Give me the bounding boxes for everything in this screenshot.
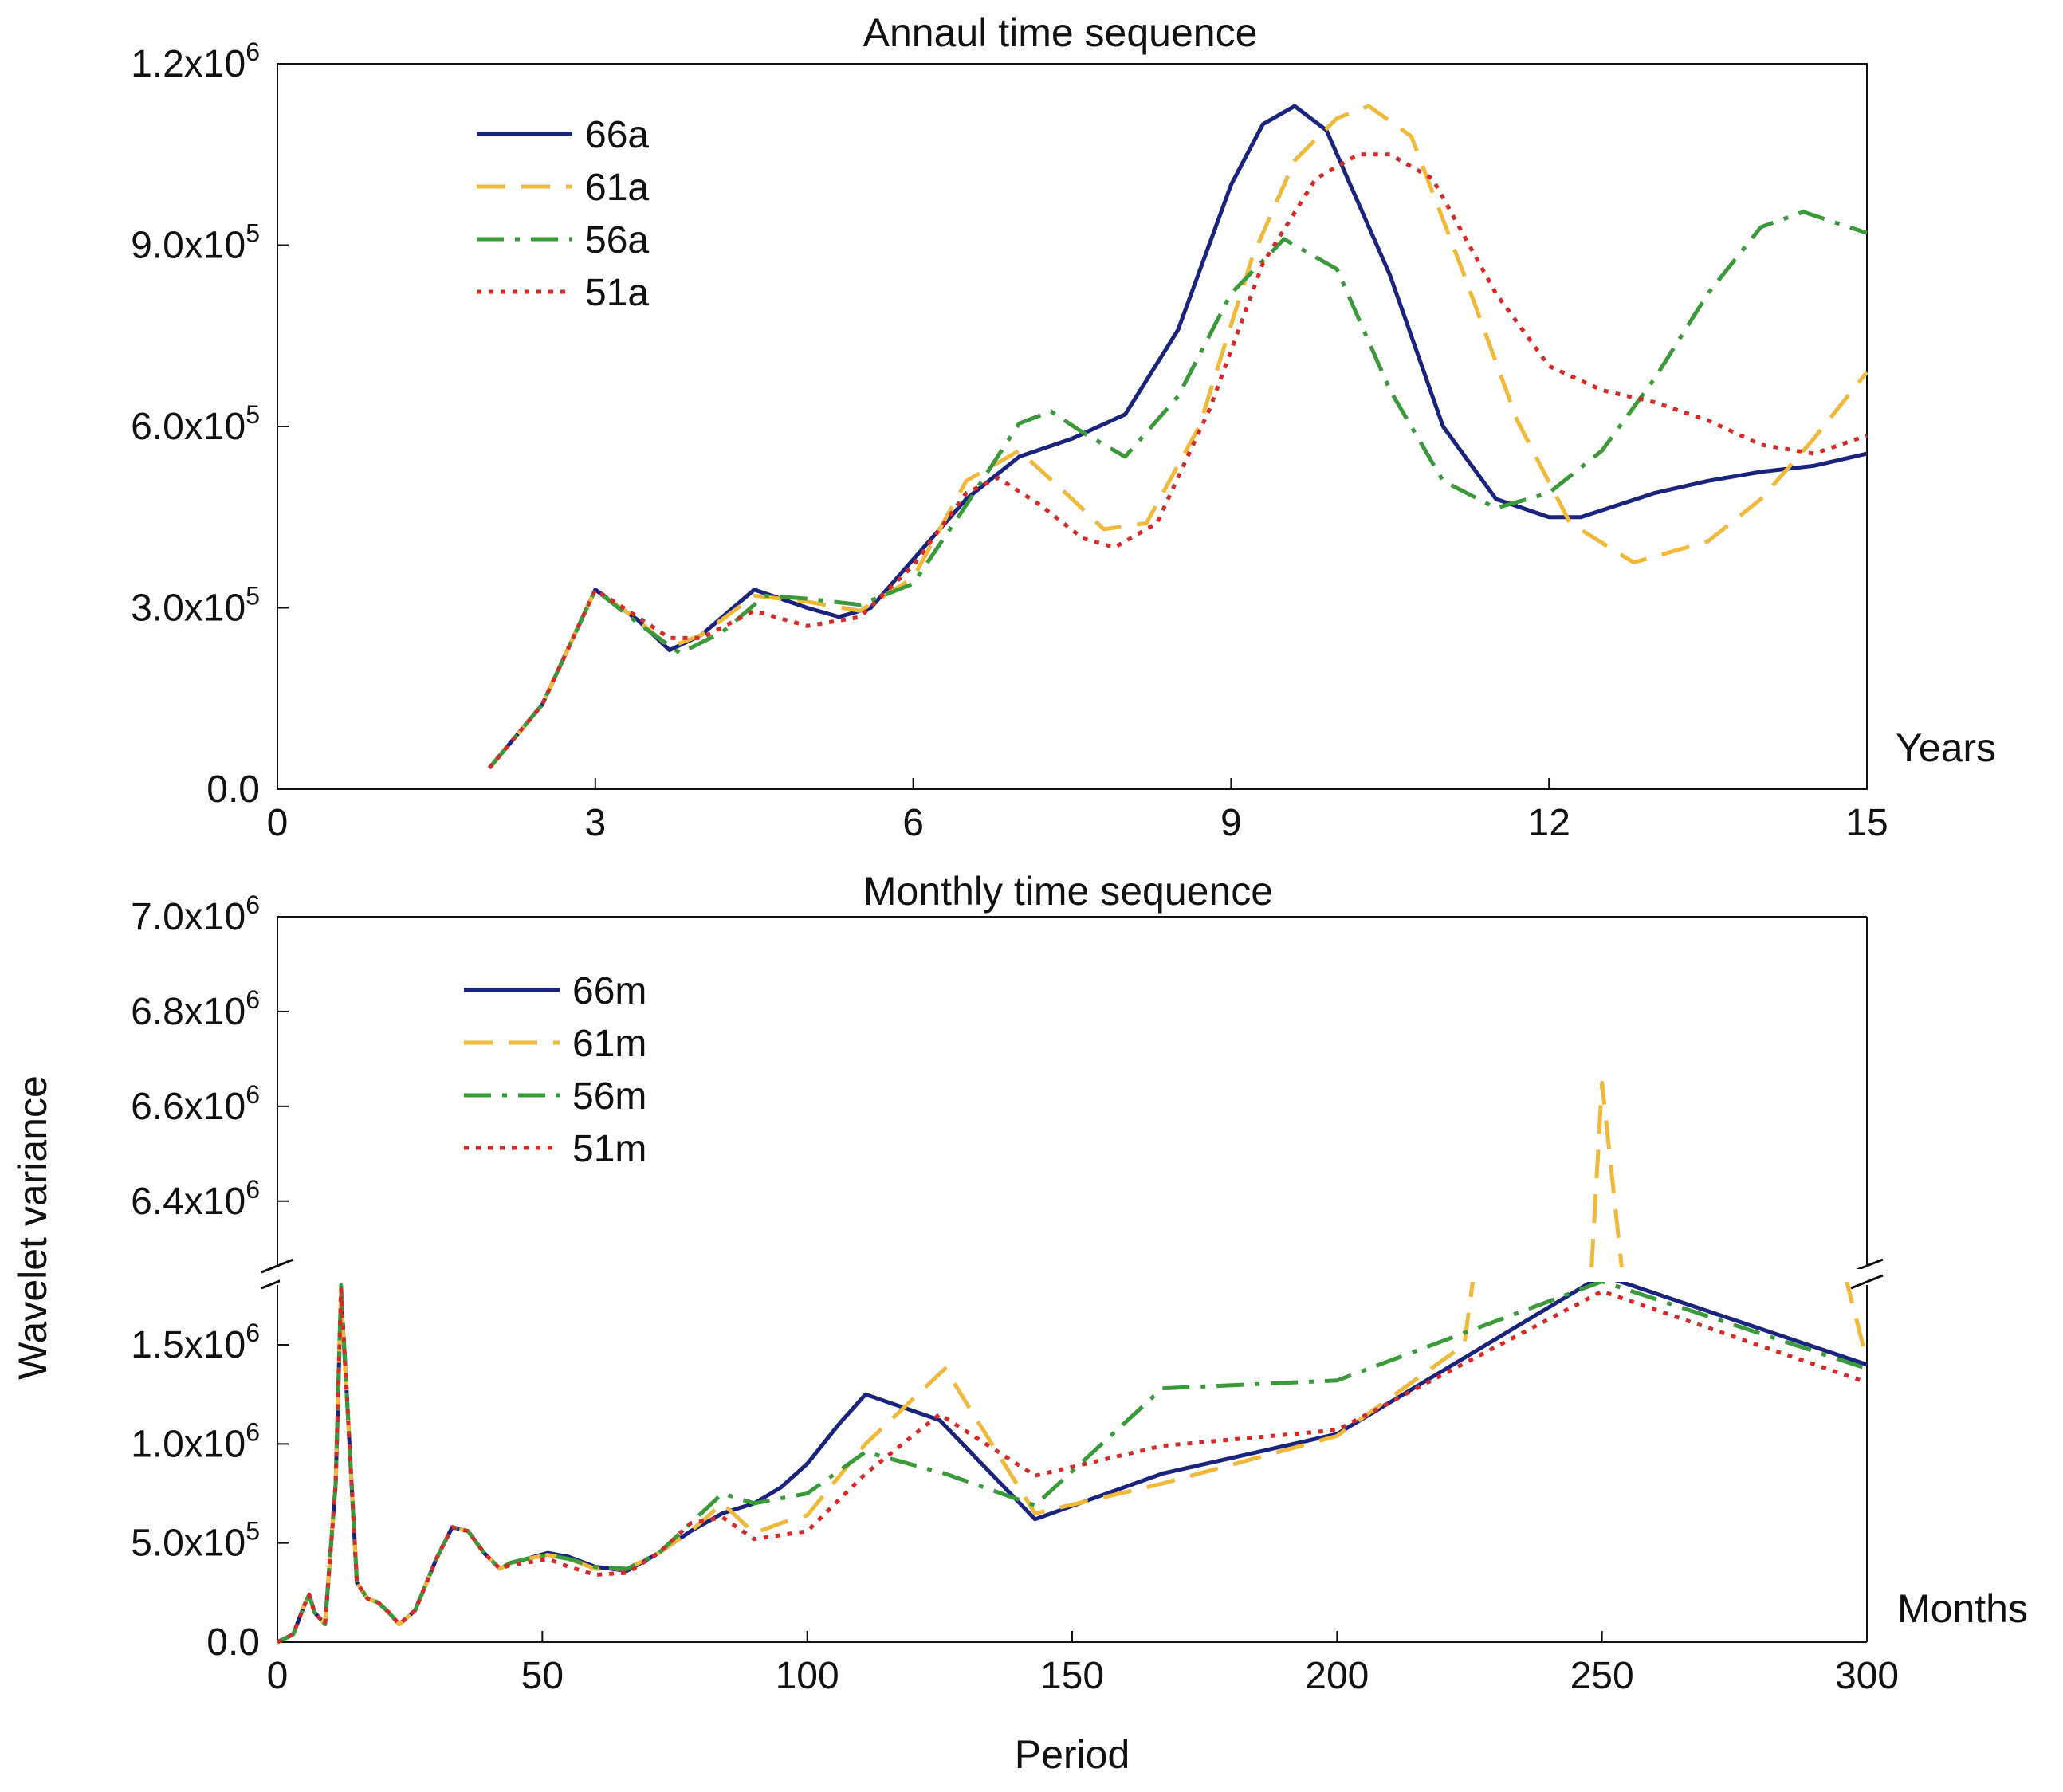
legend-label-61a: 61a bbox=[585, 167, 649, 209]
monthly-x-tick-label: 0 bbox=[267, 1655, 289, 1697]
monthly-y-tick-label: 1.5x106 bbox=[131, 1318, 260, 1366]
monthly-y-tick-label: 7.0x106 bbox=[131, 890, 260, 938]
monthly-y-tick-label: 1.0x106 bbox=[131, 1417, 260, 1465]
monthly-series-61m bbox=[1589, 1080, 1624, 1268]
monthly-y-tick-label: 0.0 bbox=[206, 1621, 260, 1664]
annual-y-tick-label: 6.0x105 bbox=[131, 400, 260, 448]
annual-series-51a bbox=[487, 152, 1868, 770]
annual-x-tick-label: 0 bbox=[267, 802, 289, 844]
monthly-x-tick-label: 50 bbox=[521, 1655, 564, 1697]
legend-label-66a: 66a bbox=[585, 114, 649, 156]
monthly-series-56m bbox=[276, 1279, 1868, 1645]
annual-y-tick-label: 0.0 bbox=[206, 768, 260, 811]
monthly-series-51m bbox=[276, 1287, 1868, 1645]
annual-y-tick-label: 9.0x105 bbox=[131, 219, 260, 267]
monthly-y-tick-label: 6.4x106 bbox=[131, 1175, 260, 1223]
monthly-x-tick-label: 100 bbox=[776, 1655, 839, 1697]
legend-label-56m: 56m bbox=[572, 1075, 646, 1118]
annual-series-61a bbox=[487, 104, 1868, 770]
annual-series-56a bbox=[487, 210, 1868, 770]
monthly-y-tick-label: 6.8x106 bbox=[131, 985, 260, 1033]
legend-label-56a: 56a bbox=[585, 219, 649, 261]
monthly-series-61m bbox=[276, 1275, 1476, 1645]
annual-chart-title: Annaul time sequence bbox=[863, 10, 1258, 55]
axis-break-gap bbox=[280, 1269, 1865, 1282]
legend-label-61m: 61m bbox=[572, 1023, 646, 1065]
monthly-series-61m bbox=[1843, 1275, 1869, 1362]
monthly-y-tick-label: 5.0x105 bbox=[131, 1517, 260, 1565]
x-axis-title: Period bbox=[1015, 1732, 1130, 1777]
monthly-chart-title: Monthly time sequence bbox=[863, 869, 1273, 914]
monthly-x-tick-label: 250 bbox=[1570, 1655, 1634, 1697]
monthly-x-tick-label: 200 bbox=[1305, 1655, 1369, 1697]
monthly-x-tick-label: 150 bbox=[1040, 1655, 1104, 1697]
axis-break-mark bbox=[1850, 1274, 1884, 1290]
annual-x-unit-label: Years bbox=[1896, 725, 1996, 770]
legend-label-51a: 51a bbox=[585, 272, 649, 314]
annual-y-tick-label: 1.2x106 bbox=[131, 37, 260, 85]
annual-series-66a bbox=[487, 104, 1868, 770]
legend-label-66m: 66m bbox=[572, 970, 646, 1012]
axis-break-mark bbox=[261, 1258, 294, 1274]
annual-x-tick-label: 12 bbox=[1528, 802, 1570, 844]
monthly-x-tick-label: 300 bbox=[1835, 1655, 1899, 1697]
annual-x-tick-label: 9 bbox=[1220, 802, 1242, 844]
legend-label-51m: 51m bbox=[572, 1128, 646, 1170]
annual-x-tick-label: 3 bbox=[584, 802, 606, 844]
annual-x-tick-label: 15 bbox=[1845, 802, 1888, 844]
monthly-x-unit-label: Months bbox=[1897, 1586, 2028, 1631]
monthly-y-tick-label: 6.6x106 bbox=[131, 1080, 260, 1128]
y-axis-title: Wavelet variance bbox=[10, 1075, 55, 1380]
annual-x-tick-label: 6 bbox=[902, 802, 924, 844]
annual-y-tick-label: 3.0x105 bbox=[131, 582, 260, 630]
monthly-series-66m bbox=[276, 1273, 1868, 1645]
